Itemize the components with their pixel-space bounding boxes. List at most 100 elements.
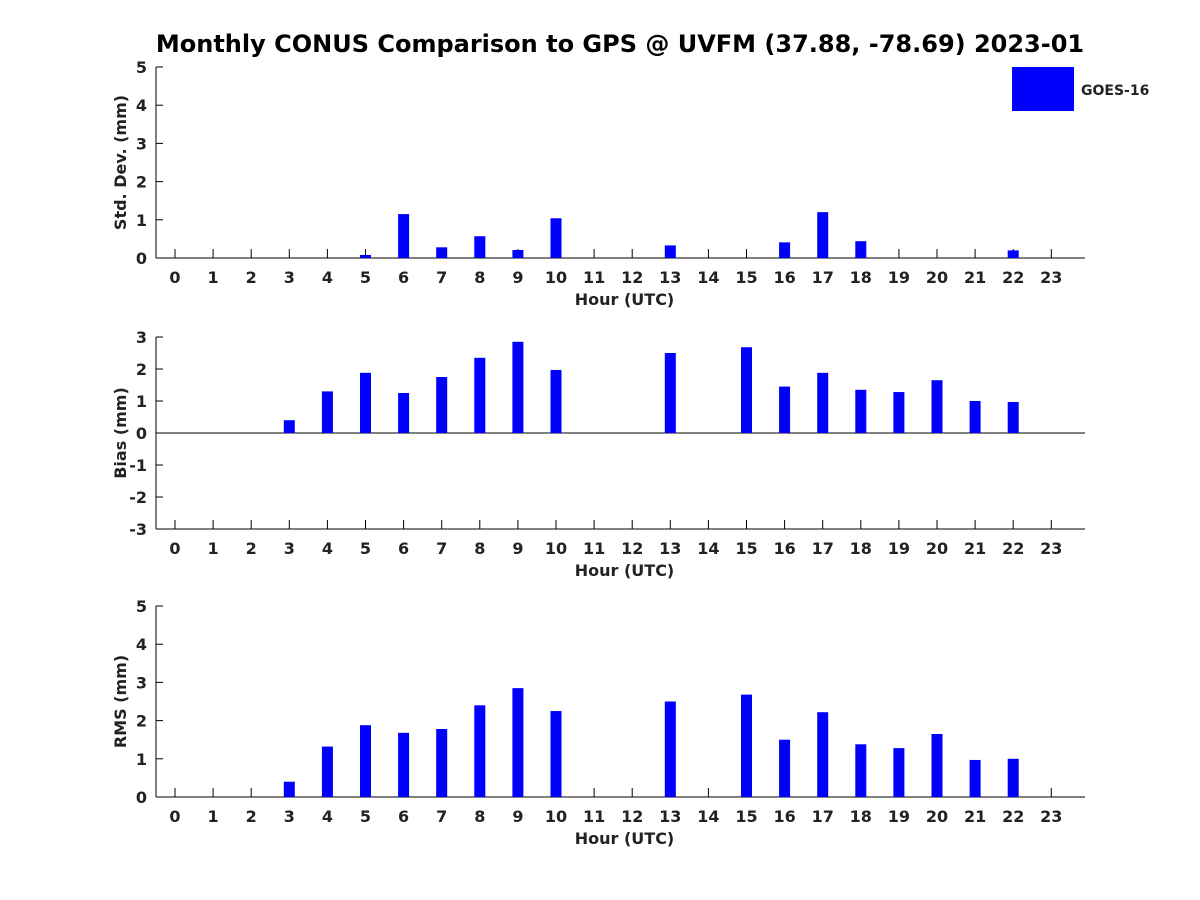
bar bbox=[398, 732, 410, 797]
x-tick-label: 12 bbox=[621, 268, 643, 287]
y-tick-label: -1 bbox=[129, 456, 147, 475]
bar bbox=[512, 249, 524, 258]
bar bbox=[283, 781, 295, 797]
bar bbox=[550, 711, 562, 797]
bar bbox=[1007, 758, 1019, 797]
x-tick-label: 10 bbox=[545, 268, 567, 287]
y-tick-label: 1 bbox=[136, 750, 147, 769]
x-tick-label: 20 bbox=[926, 268, 948, 287]
x-tick-label: 20 bbox=[926, 807, 948, 826]
y-tick-label: 0 bbox=[136, 249, 147, 268]
x-tick-label: 7 bbox=[436, 539, 447, 558]
x-tick-label: 3 bbox=[284, 807, 295, 826]
bar bbox=[817, 372, 829, 433]
x-tick-label: 11 bbox=[583, 268, 605, 287]
x-tick-label: 22 bbox=[1002, 268, 1024, 287]
y-tick-label: 3 bbox=[136, 134, 147, 153]
x-tick-label: 13 bbox=[659, 268, 681, 287]
y-tick-label: 2 bbox=[136, 712, 147, 731]
chart-title: Monthly CONUS Comparison to GPS @ UVFM (… bbox=[155, 30, 1085, 58]
bar bbox=[398, 393, 410, 433]
x-tick-label: 6 bbox=[398, 807, 409, 826]
bar bbox=[360, 372, 371, 433]
x-tick-label: 13 bbox=[659, 539, 681, 558]
bar bbox=[664, 353, 676, 433]
x-tick-label: 16 bbox=[773, 539, 795, 558]
x-tick-label: 15 bbox=[735, 268, 757, 287]
x-tick-label: 3 bbox=[284, 539, 295, 558]
x-tick-label: 7 bbox=[436, 268, 447, 287]
x-tick-label: 0 bbox=[169, 807, 180, 826]
x-tick-label: 8 bbox=[474, 807, 485, 826]
x-tick-label: 14 bbox=[697, 268, 719, 287]
x-tick-label: 15 bbox=[735, 807, 757, 826]
bar bbox=[931, 380, 943, 433]
y-tick-label: 1 bbox=[136, 392, 147, 411]
x-tick-label: 5 bbox=[360, 807, 371, 826]
x-tick-label: 23 bbox=[1040, 268, 1062, 287]
x-tick-label: 11 bbox=[583, 539, 605, 558]
bar bbox=[512, 688, 524, 797]
bar bbox=[1007, 401, 1019, 433]
y-tick-label: 4 bbox=[136, 635, 147, 654]
x-tick-label: 7 bbox=[436, 807, 447, 826]
y-axis-label: Std. Dev. (mm) bbox=[111, 95, 130, 230]
x-tick-label: 12 bbox=[621, 807, 643, 826]
legend-swatch bbox=[1012, 67, 1074, 111]
x-tick-label: 8 bbox=[474, 268, 485, 287]
y-tick-label: 0 bbox=[136, 788, 147, 807]
x-tick-label: 0 bbox=[169, 268, 180, 287]
x-tick-label: 9 bbox=[512, 268, 523, 287]
x-tick-label: 23 bbox=[1040, 807, 1062, 826]
x-tick-label: 10 bbox=[545, 807, 567, 826]
x-tick-label: 6 bbox=[398, 268, 409, 287]
x-tick-label: 2 bbox=[246, 268, 257, 287]
x-tick-label: 9 bbox=[512, 539, 523, 558]
bar bbox=[741, 347, 752, 433]
x-tick-label: 0 bbox=[169, 539, 180, 558]
x-axis-label: Hour (UTC) bbox=[575, 290, 675, 309]
bar bbox=[321, 391, 333, 433]
x-tick-label: 19 bbox=[888, 268, 910, 287]
bar bbox=[512, 341, 524, 433]
x-tick-label: 11 bbox=[583, 807, 605, 826]
x-tick-label: 20 bbox=[926, 539, 948, 558]
x-tick-label: 23 bbox=[1040, 539, 1062, 558]
x-tick-label: 13 bbox=[659, 807, 681, 826]
y-tick-label: 0 bbox=[136, 424, 147, 443]
bar bbox=[741, 694, 752, 797]
x-tick-label: 17 bbox=[812, 268, 834, 287]
x-tick-label: 1 bbox=[208, 807, 219, 826]
x-tick-label: 2 bbox=[246, 807, 257, 826]
y-tick-label: -3 bbox=[129, 520, 147, 539]
bar bbox=[855, 744, 867, 797]
bar bbox=[550, 369, 562, 433]
bar bbox=[1007, 250, 1019, 258]
bar bbox=[969, 401, 981, 433]
bar bbox=[360, 254, 371, 258]
bar bbox=[893, 392, 905, 433]
y-tick-label: 3 bbox=[136, 328, 147, 347]
x-tick-label: 19 bbox=[888, 807, 910, 826]
x-axis-label: Hour (UTC) bbox=[575, 561, 675, 580]
bar bbox=[969, 759, 981, 797]
x-tick-label: 15 bbox=[735, 539, 757, 558]
x-tick-label: 1 bbox=[208, 268, 219, 287]
x-tick-label: 3 bbox=[284, 268, 295, 287]
x-tick-label: 5 bbox=[360, 268, 371, 287]
x-tick-label: 4 bbox=[322, 539, 333, 558]
x-tick-label: 22 bbox=[1002, 807, 1024, 826]
bar bbox=[436, 377, 448, 433]
bar bbox=[321, 746, 333, 797]
bar bbox=[817, 712, 829, 797]
x-tick-label: 21 bbox=[964, 539, 986, 558]
bar bbox=[664, 701, 676, 797]
x-tick-label: 17 bbox=[812, 539, 834, 558]
bar bbox=[855, 241, 867, 258]
bar bbox=[436, 729, 448, 797]
bar bbox=[855, 389, 867, 433]
y-tick-label: 5 bbox=[136, 597, 147, 616]
bar bbox=[474, 705, 486, 797]
